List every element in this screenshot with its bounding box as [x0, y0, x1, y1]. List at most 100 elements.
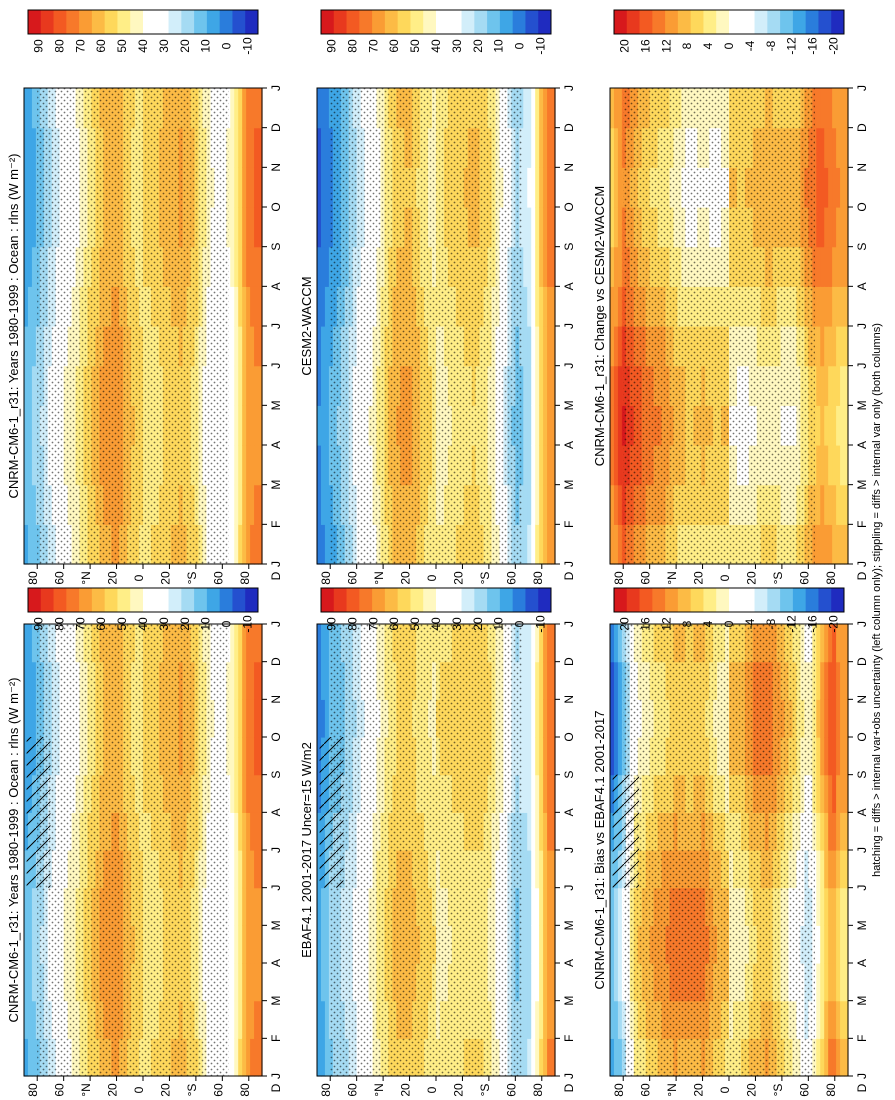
colorbar-label: -8: [764, 40, 778, 51]
heat-cell: [836, 484, 841, 525]
heat-cell: [844, 524, 849, 565]
heat-cell: [551, 127, 556, 168]
heat-cell: [24, 661, 29, 700]
heat-cell: [246, 484, 251, 525]
heat-cell: [820, 445, 825, 486]
heat-cell: [824, 88, 829, 129]
heat-cell: [551, 88, 556, 129]
heat-cell: [320, 246, 326, 287]
colorbar-swatch: [79, 588, 93, 612]
heat-cell: [828, 326, 833, 367]
month-label: F: [269, 521, 283, 528]
colorbar-label: 90: [324, 39, 338, 53]
colorbar-swatch: [245, 10, 259, 34]
heat-cell: [828, 167, 833, 208]
heat-cell: [324, 661, 330, 700]
heat-cell: [547, 405, 552, 446]
lat-label: 60: [53, 1083, 67, 1097]
heat-cell: [543, 812, 548, 851]
colorbar-swatch: [423, 588, 437, 612]
heat-cell: [317, 326, 322, 367]
heat-cell: [832, 624, 837, 663]
heat-cell: [613, 445, 619, 486]
hatch-region: [612, 774, 640, 888]
heat-cell: [230, 246, 235, 287]
heat-cell: [836, 524, 841, 565]
heat-cell: [24, 524, 29, 565]
heat-cell: [234, 365, 239, 406]
colorbar-swatch: [487, 588, 501, 612]
colorbar-swatch: [792, 588, 807, 612]
heat-cell: [317, 925, 322, 964]
colorbar-swatch: [232, 588, 246, 612]
month-label: A: [562, 808, 576, 816]
colorbar-label: 12: [659, 617, 673, 631]
colorbar-label: -12: [785, 37, 799, 55]
heat-cell: [824, 1038, 829, 1077]
heat-cell: [816, 624, 821, 663]
month-label: J: [269, 885, 283, 891]
heat-cell: [31, 484, 37, 525]
heat-cell: [523, 850, 528, 889]
colorbar-swatch: [818, 10, 832, 34]
heat-cell: [543, 850, 548, 889]
heat-cell: [254, 812, 259, 851]
month-label: M: [855, 480, 869, 490]
colorbar-label: 12: [659, 39, 673, 53]
heat-cell: [539, 624, 544, 663]
colorbar-label: 40: [429, 39, 443, 53]
heat-cell: [832, 167, 837, 208]
heat-cell: [547, 661, 552, 700]
colorbar-swatch: [805, 588, 819, 612]
heat-cell: [539, 887, 544, 926]
month-label: M: [269, 996, 283, 1006]
heat-cell: [832, 326, 837, 367]
month-label: A: [269, 959, 283, 967]
heat-cell: [816, 812, 821, 851]
colorbar-swatch: [538, 588, 552, 612]
heat-cell: [254, 326, 259, 367]
lat-label: °S: [478, 1084, 492, 1097]
colorbar-swatch: [665, 588, 679, 612]
colorbar-swatch: [117, 588, 131, 612]
month-label: J: [562, 561, 576, 567]
heat-cell: [610, 1000, 615, 1039]
colorbar-swatch: [181, 10, 195, 34]
heat-cell: [324, 963, 330, 1002]
heat-cell: [610, 405, 615, 446]
lat-label: 20: [399, 571, 413, 585]
colorbar-swatch: [448, 588, 462, 612]
colorbar-swatch: [716, 10, 730, 34]
heat-cell: [820, 925, 825, 964]
month-label: S: [269, 243, 283, 251]
lat-label: 80: [612, 1083, 626, 1097]
month-label: F: [855, 1035, 869, 1042]
heat-cell: [539, 1000, 544, 1039]
heat-cell: [246, 737, 251, 776]
heat-cell: [242, 1000, 247, 1039]
heat-cell: [551, 246, 556, 287]
lat-label: 20: [692, 1083, 706, 1097]
heat-cell: [832, 737, 837, 776]
colorbar-swatch: [168, 588, 182, 612]
heat-cell: [617, 365, 623, 406]
colorbar-label: -16: [806, 37, 820, 55]
heat-cell: [324, 88, 330, 129]
heat-cell: [539, 661, 544, 700]
heat-cell: [824, 963, 829, 1002]
heat-cell: [320, 524, 326, 565]
heat-cell: [242, 286, 247, 327]
heat-cell: [242, 445, 247, 486]
heat-cell: [551, 1000, 556, 1039]
colorbar-swatch: [690, 588, 704, 612]
heat-cell: [527, 963, 532, 1002]
heat-cell: [324, 925, 330, 964]
heat-cell: [820, 127, 825, 168]
heat-cell: [258, 484, 263, 525]
heat-cell: [31, 365, 37, 406]
heat-cell: [230, 624, 235, 663]
colorbar-swatch: [321, 10, 335, 34]
heat-cell: [230, 812, 235, 851]
heat-cell: [523, 699, 528, 738]
heat-cell: [551, 207, 556, 248]
